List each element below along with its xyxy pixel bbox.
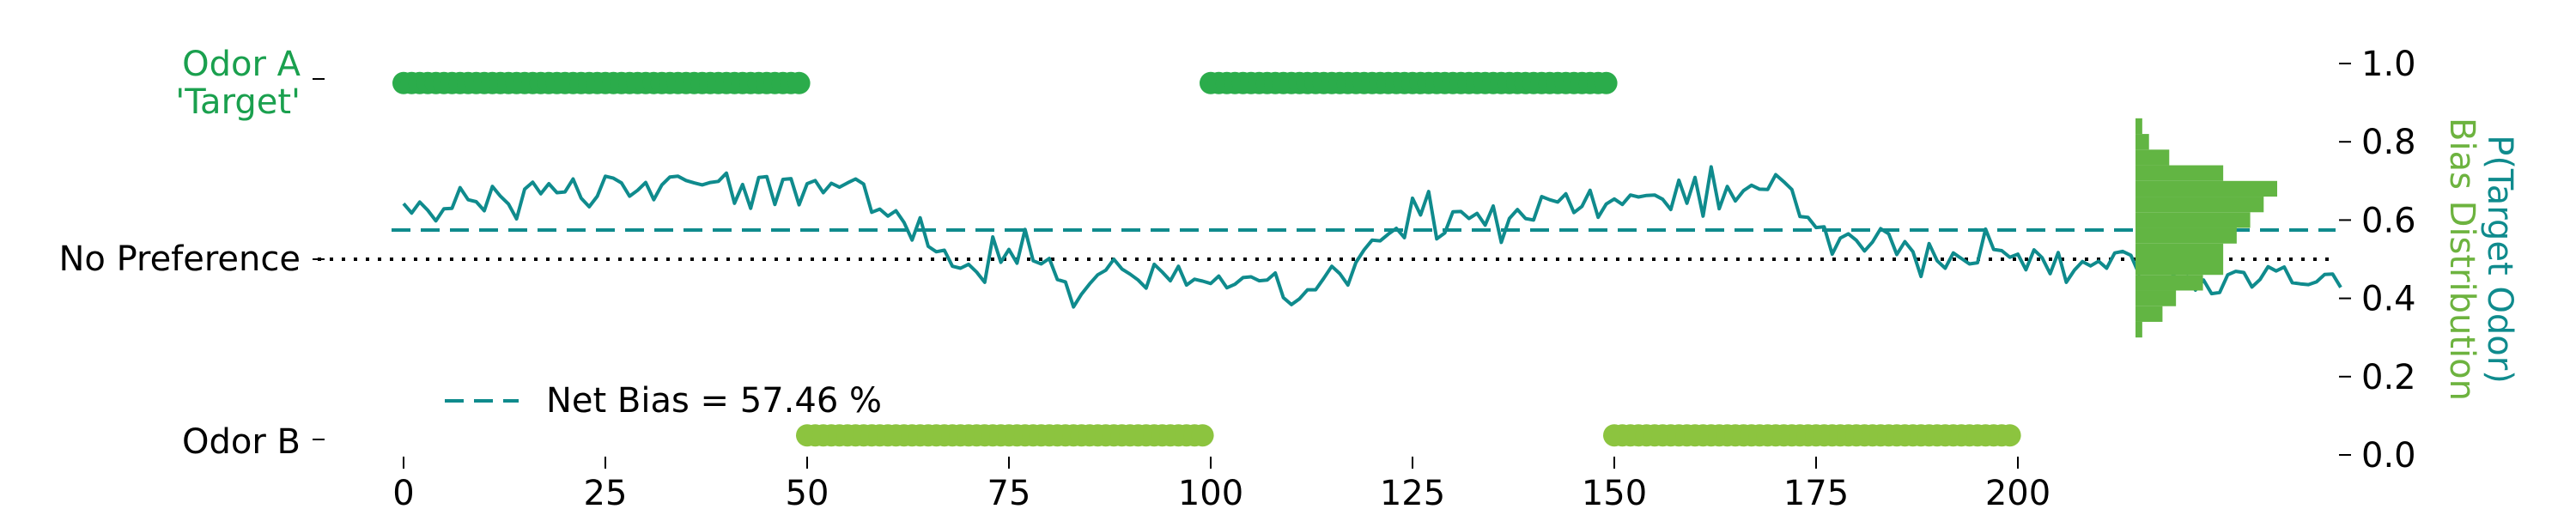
histogram-bar-3: [2136, 275, 2203, 291]
y-tick-label-0.0: 0.0: [2361, 436, 2416, 476]
x-tick-label-100: 100: [1178, 474, 1243, 513]
histogram-bar-7: [2136, 212, 2251, 228]
histogram-bar-9: [2136, 180, 2277, 197]
x-axis: 0 25 50 75 100 125 150 175 200: [392, 457, 2050, 513]
target-probability-line: [402, 165, 2342, 309]
x-tick-label-25: 25: [584, 474, 628, 513]
y-tick-label-1.0: 1.0: [2361, 45, 2416, 84]
histogram-bar-12: [2136, 134, 2149, 150]
odor-b-marker-1-199: [1998, 424, 2021, 447]
legend: Net Bias = 57.46 %: [445, 381, 882, 421]
x-tick-label-175: 175: [1783, 474, 1849, 513]
y-tick-label-0.4: 0.4: [2361, 280, 2416, 319]
odor-a-markers: [392, 71, 1618, 94]
legend-net-bias-label: Net Bias = 57.46 %: [546, 381, 882, 421]
x-tick-label-75: 75: [987, 474, 1031, 513]
histogram-bar-1: [2136, 306, 2163, 322]
y-tick-label-0.6: 0.6: [2361, 201, 2416, 240]
odor-a-marker-1-149: [1595, 71, 1618, 94]
bias-histogram: [2136, 118, 2277, 338]
histogram-bar-8: [2136, 197, 2264, 213]
x-tick-label-0: 0: [392, 474, 414, 513]
x-tick-label-200: 200: [1985, 474, 2050, 513]
odor-a-marker-0-49: [787, 71, 811, 94]
odor-b-label: Odor B: [182, 422, 301, 462]
odor-b-marker-0-99: [1191, 424, 1214, 447]
y-tick-label-0.2: 0.2: [2361, 358, 2416, 397]
left-category-labels: Odor A 'Target' No Preference Odor B: [58, 45, 325, 462]
histogram-bar-2: [2136, 290, 2177, 306]
right-axis-title: P(Target Odor): [2480, 135, 2519, 384]
odor-b-markers: [796, 424, 2021, 447]
histogram-bar-0: [2136, 321, 2142, 338]
right-y-axis: 0.0 0.2 0.4 0.6 0.8 1.0: [2339, 45, 2416, 476]
histogram-bar-13: [2136, 118, 2142, 135]
x-tick-label-150: 150: [1582, 474, 1647, 513]
no-preference-label: No Preference: [58, 239, 301, 279]
odor-a-target-label: 'Target': [175, 82, 301, 122]
x-tick-label-125: 125: [1380, 474, 1445, 513]
right-axis-subtitle: Bias Distribution: [2442, 118, 2482, 401]
histogram-bar-6: [2136, 227, 2237, 244]
histogram-bar-4: [2136, 259, 2224, 276]
histogram-bar-10: [2136, 165, 2224, 181]
histogram-bar-11: [2136, 149, 2170, 166]
x-tick-label-50: 50: [786, 474, 829, 513]
odor-a-label: Odor A: [182, 45, 301, 84]
y-tick-label-0.8: 0.8: [2361, 123, 2416, 162]
histogram-bar-5: [2136, 243, 2224, 259]
